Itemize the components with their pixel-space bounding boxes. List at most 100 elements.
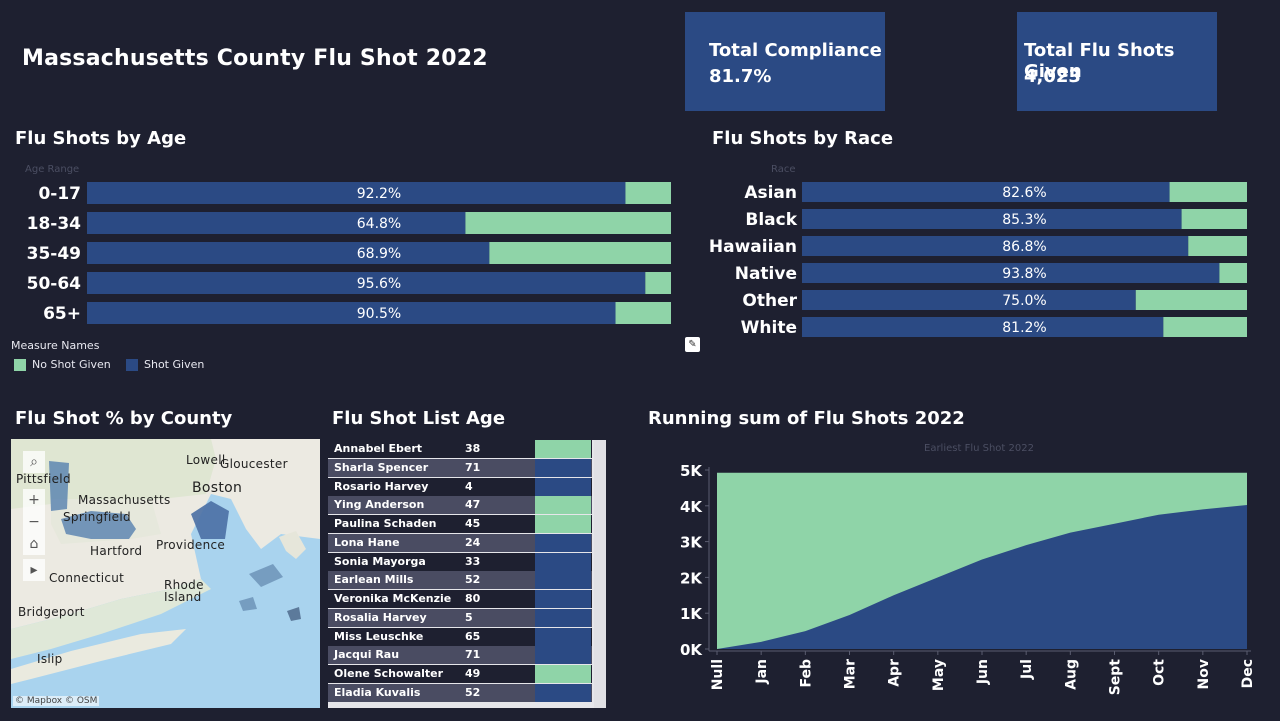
kpi-total-compliance[interactable]: Total Compliance 81.7% bbox=[685, 12, 885, 111]
list-section-title: Flu Shot List bbox=[332, 408, 460, 429]
bar-no-shot-50-64[interactable] bbox=[645, 272, 671, 294]
bar-shot-black[interactable] bbox=[802, 209, 1182, 229]
map-label-gloucester: Gloucester bbox=[220, 457, 288, 471]
patient-age: 71 bbox=[465, 648, 481, 662]
bar-shot-other[interactable] bbox=[802, 290, 1136, 310]
bar-no-shot-other[interactable] bbox=[1135, 290, 1247, 310]
legend-shot-label: Shot Given bbox=[144, 358, 205, 371]
bar-no-shot-asian[interactable] bbox=[1169, 182, 1247, 202]
legend-shot[interactable]: Shot Given bbox=[126, 358, 204, 371]
patient-name: Sonia Mayorga bbox=[334, 554, 426, 568]
list-row-sharla-spencer[interactable]: Sharla Spencer 71 bbox=[328, 458, 592, 477]
age-bar-chart[interactable]: 0-17 92.2% 18-34 64.8% 35-49 68.9% 50-64 95.6% 6… bbox=[0, 178, 680, 328]
map-label-pittsfield: Pittsfield bbox=[16, 472, 71, 486]
patient-age: 47 bbox=[465, 498, 481, 512]
patient-age: 38 bbox=[465, 442, 481, 455]
bar-shot-hawaiian[interactable] bbox=[802, 236, 1189, 256]
patient-age: 4 bbox=[465, 479, 473, 493]
bar-no-shot-0-17[interactable] bbox=[625, 182, 671, 204]
patient-age: 65 bbox=[465, 629, 481, 643]
x-tick-apr: Apr bbox=[887, 659, 903, 687]
kpi-total-flu-shots[interactable]: Total Flu Shots Given 4,023 bbox=[1017, 12, 1217, 111]
bar-shot-asian[interactable] bbox=[802, 182, 1170, 202]
list-row-miss-leuschke[interactable]: Miss Leuschke 65 bbox=[328, 627, 592, 646]
play-icon[interactable]: ▸ bbox=[23, 559, 45, 581]
list-row-ying-anderson[interactable]: Ying Anderson 47 bbox=[328, 496, 592, 515]
race-section-title: Flu Shots by Race bbox=[712, 128, 894, 149]
zoom-out-icon[interactable]: − bbox=[23, 511, 45, 533]
race-bar-chart[interactable]: Asian 82.6% Black 85.3% Hawaiian 86.8% Native 9… bbox=[700, 178, 1260, 343]
list-row-sonia-mayorga[interactable]: Sonia Mayorga 33 bbox=[328, 552, 592, 571]
x-tick-may: May bbox=[931, 659, 947, 691]
list-row-lona-hane[interactable]: Lona Hane 24 bbox=[328, 533, 592, 552]
zoom-in-icon[interactable]: + bbox=[23, 489, 45, 511]
bar-shot-35-49[interactable] bbox=[87, 242, 490, 264]
area-shot[interactable] bbox=[717, 504, 1247, 649]
list-row-olene-schowalter[interactable]: Olene Schowalter 49 bbox=[328, 665, 592, 683]
bar-no-shot-18-34[interactable] bbox=[465, 212, 671, 234]
legend-title: Measure Names bbox=[11, 339, 100, 352]
legend-shot-swatch bbox=[126, 358, 138, 371]
category-label-35-49: 35-49 bbox=[27, 244, 81, 264]
list-row-paulina-schaden[interactable]: Paulina Schaden 45 bbox=[328, 515, 592, 533]
bar-shot-native[interactable] bbox=[802, 263, 1220, 283]
patient-shot-status bbox=[535, 571, 591, 590]
list-row-jacqui-rau[interactable]: Jacqui Rau 71 bbox=[328, 646, 592, 665]
search-icon[interactable]: ⌕ bbox=[23, 451, 45, 473]
y-tick-5k: 5K bbox=[680, 462, 703, 480]
bar-shot-white[interactable] bbox=[802, 317, 1164, 337]
bar-no-shot-35-49[interactable] bbox=[489, 242, 671, 264]
county-section-title: Flu Shot % by County bbox=[15, 408, 233, 429]
patient-name: Paulina Schaden bbox=[334, 517, 437, 530]
patient-shot-status bbox=[535, 496, 591, 515]
patient-name: Ying Anderson bbox=[334, 498, 425, 512]
pencil-icon[interactable]: ✎ bbox=[685, 337, 700, 352]
home-icon[interactable]: ⌂ bbox=[23, 533, 45, 555]
bar-shot-18-34[interactable] bbox=[87, 212, 466, 234]
running-axis-header: Earliest Flu Shot 2022 bbox=[924, 443, 1034, 454]
data-label-asian: 82.6% bbox=[1002, 185, 1046, 201]
list-row-eladia-kuvalis[interactable]: Eladia Kuvalis 52 bbox=[328, 683, 592, 702]
map-label-hartford: Hartford bbox=[90, 544, 143, 558]
data-label-0-17: 92.2% bbox=[357, 186, 401, 202]
patient-name: Earlean Mills bbox=[334, 573, 414, 587]
list-scrollbar[interactable] bbox=[594, 440, 606, 708]
category-label-black: Black bbox=[745, 210, 797, 230]
patient-shot-status bbox=[535, 627, 591, 646]
bar-shot-65[interactable] bbox=[87, 302, 616, 324]
map-label-springfield: Springfield bbox=[63, 510, 131, 524]
legend-no-shot[interactable]: No Shot Given bbox=[14, 358, 111, 371]
x-tick-jan: Jan bbox=[754, 659, 770, 685]
list-row-veronika-mckenzie[interactable]: Veronika McKenzie 80 bbox=[328, 590, 592, 608]
patient-name: Jacqui Rau bbox=[334, 648, 400, 662]
county-map[interactable]: Lowell Gloucester Pittsfield Massachusetts B… bbox=[11, 439, 320, 708]
bar-shot-0-17[interactable] bbox=[87, 182, 626, 204]
list-row-rosario-harvey[interactable]: Rosario Harvey 4 bbox=[328, 477, 592, 496]
running-sum-chart[interactable]: 0K 1K 2K 3K 4K 5K Null Jan Feb Mar Apr May Jun Jul Aug… bbox=[640, 455, 1270, 715]
bar-no-shot-hawaiian[interactable] bbox=[1188, 236, 1247, 256]
patient-shot-status bbox=[535, 646, 591, 665]
bar-no-shot-65[interactable] bbox=[615, 302, 671, 324]
patient-shot-status bbox=[535, 590, 591, 608]
bar-shot-50-64[interactable] bbox=[87, 272, 646, 294]
patient-name: Miss Leuschke bbox=[334, 629, 424, 643]
list-row-annabel-ebert[interactable]: Annabel Ebert 38 bbox=[328, 440, 592, 458]
data-label-other: 75.0% bbox=[1002, 293, 1046, 309]
patient-name: Rosario Harvey bbox=[334, 479, 429, 493]
bar-no-shot-native[interactable] bbox=[1219, 263, 1247, 283]
list-row-earlean-mills[interactable]: Earlean Mills 52 bbox=[328, 571, 592, 590]
patient-shot-status bbox=[535, 552, 591, 571]
bar-no-shot-black[interactable] bbox=[1181, 209, 1247, 229]
patient-name: Lona Hane bbox=[334, 535, 400, 549]
map-label-islip: Islip bbox=[37, 652, 63, 666]
page-title: Massachusetts County Flu Shot 2022 bbox=[22, 46, 488, 71]
data-label-native: 93.8% bbox=[1002, 266, 1046, 282]
flu-shot-list[interactable]: Annabel Ebert 38 Sharla Spencer 71 Rosario H… bbox=[328, 440, 606, 708]
list-row-rosalia-harvey[interactable]: Rosalia Harvey 5 bbox=[328, 608, 592, 627]
patient-name: Rosalia Harvey bbox=[334, 610, 427, 624]
map-label-massachusetts: Massachusetts bbox=[78, 493, 171, 507]
patient-shot-status bbox=[535, 515, 591, 533]
kpi-total-value: 4,023 bbox=[1024, 66, 1081, 87]
bar-no-shot-white[interactable] bbox=[1163, 317, 1247, 337]
category-label-0-17: 0-17 bbox=[38, 184, 81, 204]
